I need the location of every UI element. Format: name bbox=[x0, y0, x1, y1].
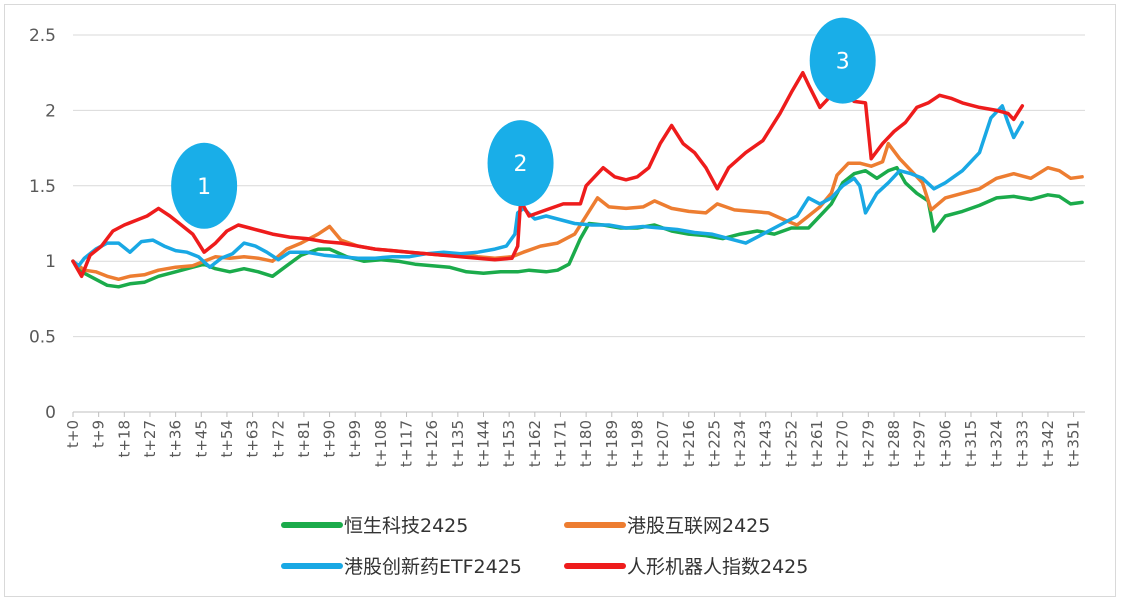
x-tick-label: t+45 bbox=[192, 420, 210, 458]
x-tick-label: t+216 bbox=[680, 420, 698, 467]
series-line-1 bbox=[71, 141, 1084, 282]
x-tick-label: t+342 bbox=[1039, 420, 1057, 467]
series-line-0 bbox=[71, 165, 1084, 289]
legend-label: 恒生科技2425 bbox=[344, 515, 468, 537]
x-tick-label: t+108 bbox=[372, 420, 390, 467]
legend-item[interactable]: 恒生科技2425 bbox=[281, 515, 468, 537]
y-axis-ticks: 0 0.5 1 1.5 2 2.5 bbox=[29, 26, 56, 423]
legend[interactable]: 恒生科技2425 港股互联网2425 港股创新药ETF2425 人形机器人指数2425 bbox=[281, 515, 808, 578]
annotation-label: 1 bbox=[197, 175, 211, 200]
x-tick-label: t+243 bbox=[757, 420, 775, 467]
y-tick-label: 2.5 bbox=[29, 26, 56, 46]
x-tick-label: t+324 bbox=[988, 420, 1006, 467]
x-tick-label: t+180 bbox=[577, 420, 595, 467]
x-tick-label: t+90 bbox=[321, 420, 339, 458]
x-tick-label: t+81 bbox=[295, 420, 313, 458]
x-tick-label: t+9 bbox=[90, 420, 108, 448]
chart-frame bbox=[4, 4, 1116, 597]
x-tick-label: t+207 bbox=[654, 420, 672, 467]
x-tick-label: t+252 bbox=[782, 420, 800, 467]
legend-label: 港股创新药ETF2425 bbox=[344, 556, 522, 578]
annotation-bubble bbox=[809, 17, 876, 104]
x-tick-label: t+315 bbox=[962, 420, 980, 467]
x-tick-label: t+0 bbox=[64, 420, 82, 448]
legend-label: 港股互联网2425 bbox=[627, 515, 770, 537]
x-tick-label: t+261 bbox=[808, 420, 826, 467]
x-tick-label: t+135 bbox=[449, 420, 467, 467]
x-tick-label: t+198 bbox=[628, 420, 646, 467]
x-tick-label: t+189 bbox=[603, 420, 621, 467]
x-tick-label: t+63 bbox=[244, 420, 262, 458]
series-lines bbox=[71, 70, 1084, 289]
x-tick-label: t+99 bbox=[346, 420, 364, 458]
y-tick-label: 1 bbox=[45, 252, 56, 272]
annotations: 1 2 3 bbox=[171, 17, 876, 229]
legend-item[interactable]: 人形机器人指数2425 bbox=[564, 556, 808, 578]
x-tick-label: t+351 bbox=[1065, 420, 1083, 467]
y-tick-label: 0.5 bbox=[29, 328, 56, 348]
x-tick-label: t+306 bbox=[936, 420, 954, 467]
x-tick-label: t+225 bbox=[705, 420, 723, 467]
x-tick-label: t+54 bbox=[218, 420, 236, 458]
y-tick-label: 1.5 bbox=[29, 177, 56, 197]
x-tick-label: t+153 bbox=[500, 420, 518, 467]
legend-label: 人形机器人指数2425 bbox=[627, 556, 808, 578]
x-tick-label: t+126 bbox=[423, 420, 441, 467]
x-tick-label: t+297 bbox=[911, 420, 929, 467]
annotation-label: 3 bbox=[836, 50, 850, 75]
legend-item[interactable]: 港股创新药ETF2425 bbox=[281, 556, 522, 578]
x-tick-label: t+27 bbox=[141, 420, 159, 458]
y-tick-label: 0 bbox=[45, 403, 56, 423]
x-axis-ticks: t+0 t+9 t+18 t+27 t+36 t+45 t+54 t+63 t+72 t+81 t+… bbox=[64, 412, 1083, 467]
y-tick-label: 2 bbox=[45, 101, 56, 121]
x-tick-label: t+279 bbox=[859, 420, 877, 467]
x-tick-label: t+234 bbox=[731, 420, 749, 467]
x-tick-label: t+36 bbox=[167, 420, 185, 458]
x-tick-label: t+270 bbox=[834, 420, 852, 467]
x-tick-label: t+171 bbox=[551, 420, 569, 467]
x-tick-label: t+333 bbox=[1013, 420, 1031, 467]
x-tick-label: t+288 bbox=[885, 420, 903, 467]
series-line-3 bbox=[71, 70, 1025, 279]
annotation-label: 2 bbox=[514, 152, 528, 177]
x-tick-label: t+117 bbox=[398, 420, 416, 467]
series-line-2 bbox=[71, 104, 1025, 269]
x-tick-label: t+18 bbox=[115, 420, 133, 458]
annotation-bubble bbox=[487, 120, 554, 207]
x-tick-label: t+162 bbox=[526, 420, 544, 467]
x-tick-label: t+72 bbox=[269, 420, 287, 458]
x-tick-label: t+144 bbox=[475, 420, 493, 467]
legend-item[interactable]: 港股互联网2425 bbox=[564, 515, 770, 537]
annotation-bubble bbox=[171, 142, 238, 229]
